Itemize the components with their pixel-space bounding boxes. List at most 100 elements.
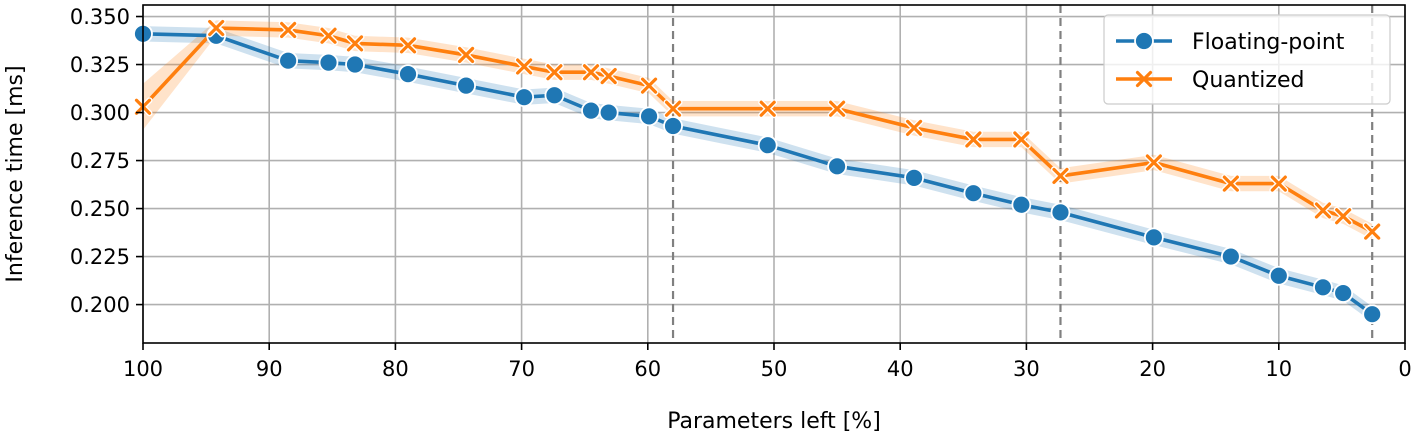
quantized-point: [639, 76, 659, 96]
x-marker: [320, 27, 337, 44]
quantized-point: [663, 99, 683, 119]
x-tick-label: 20: [1139, 357, 1166, 381]
y-tick-label: 0.325: [70, 53, 130, 77]
floating-point-point: [1313, 277, 1333, 298]
floating-point-point: [1143, 227, 1164, 248]
floating-point-point: [278, 50, 299, 71]
quantized-point: [1221, 174, 1241, 194]
floating-point-point: [1362, 304, 1383, 325]
quantized-point: [1362, 222, 1382, 242]
x-tick-label: 0: [1398, 357, 1411, 381]
x-axis-ticks: 100 90 80 70 60 50 40 30 20 10 0: [123, 343, 1412, 381]
floating-point-point: [639, 106, 659, 127]
x-marker: [905, 119, 923, 137]
x-marker: [457, 46, 475, 64]
floating-point-band: [143, 26, 1373, 322]
quantized-point: [1011, 129, 1031, 149]
floating-point-point: [663, 116, 683, 136]
x-tick-label: 70: [508, 357, 535, 381]
quantized-point: [904, 118, 924, 138]
x-marker: [1270, 175, 1287, 192]
legend-quantized-marker: [1135, 70, 1153, 88]
quantized-point: [514, 56, 534, 76]
x-tick-label: 30: [1013, 357, 1040, 381]
quantized-point: [544, 62, 564, 82]
quantized-point: [319, 26, 339, 46]
x-marker: [965, 131, 982, 148]
confidence-bands: [143, 20, 1373, 322]
x-marker: [759, 100, 776, 117]
x-marker: [346, 35, 364, 52]
quantized-point: [758, 99, 778, 119]
floating-point-point: [398, 64, 418, 85]
x-marker: [516, 58, 533, 75]
quantized-point: [1050, 166, 1070, 186]
x-marker: [829, 100, 846, 117]
legend: Floating-point Quantized: [1103, 14, 1391, 105]
quantized-point: [1144, 152, 1164, 172]
floating-point-point: [1050, 202, 1071, 223]
x-marker: [208, 19, 225, 37]
quantized-point: [1269, 174, 1289, 194]
x-tick-label: 100: [123, 357, 163, 381]
quantized-point: [963, 129, 983, 149]
floating-point-point: [1268, 265, 1289, 286]
quantized-point: [345, 33, 365, 53]
y-tick-label: 0.275: [70, 149, 130, 173]
x-marker: [664, 100, 682, 117]
quantized-point: [1333, 206, 1353, 226]
x-marker: [1013, 131, 1030, 148]
x-marker: [1145, 154, 1162, 171]
x-marker: [399, 37, 417, 54]
x-tick-label: 40: [887, 357, 914, 381]
x-tick-label: 90: [256, 357, 283, 381]
legend-quantized-label: Quantized: [1192, 68, 1304, 93]
legend-box: [1103, 14, 1391, 105]
floating-point-point: [827, 156, 847, 177]
y-tick-label: 0.225: [70, 245, 130, 269]
series-markers: [133, 18, 1383, 325]
quantized-point: [1313, 200, 1333, 220]
x-marker: [1314, 202, 1332, 219]
x-marker: [1364, 223, 1381, 240]
y-axis-ticks: 0.200 0.225 0.250 0.275 0.300 0.325 0.350: [70, 5, 143, 317]
x-marker: [1222, 175, 1239, 192]
floating-point-point: [1220, 246, 1241, 267]
x-axis-label: Parameters left [%]: [667, 409, 881, 434]
quantized-point: [599, 66, 619, 86]
x-tick-label: 10: [1265, 357, 1292, 381]
floating-point-point: [514, 87, 535, 108]
quantized-point: [827, 99, 847, 119]
x-marker: [1052, 167, 1069, 185]
y-axis-label: Inference time [ms]: [3, 65, 28, 282]
y-tick-label: 0.300: [70, 101, 130, 125]
x-tick-label: 50: [761, 357, 788, 381]
floating-point-point: [1333, 283, 1354, 303]
floating-point-point: [598, 102, 619, 123]
x-marker: [546, 64, 563, 81]
y-tick-label: 0.200: [70, 293, 130, 317]
quantized-point: [456, 45, 476, 65]
y-tick-label: 0.350: [70, 5, 130, 29]
quantized-point: [581, 62, 601, 82]
x-marker: [600, 67, 617, 85]
quantized-point: [278, 20, 298, 40]
legend-floating-point-marker: [1134, 31, 1154, 51]
floating-point-point: [963, 183, 984, 204]
floating-point-point: [345, 54, 365, 75]
floating-point-point: [757, 135, 778, 156]
floating-point-point: [904, 167, 924, 188]
x-marker: [582, 64, 600, 81]
floating-point-point: [1011, 194, 1032, 215]
quantized-point: [206, 18, 226, 38]
floating-point-point: [456, 75, 476, 96]
x-marker: [280, 21, 297, 39]
quantized-point: [398, 35, 418, 55]
x-tick-label: 60: [634, 357, 661, 381]
floating-point-point: [318, 52, 339, 73]
legend-floating-point-label: Floating-point: [1192, 30, 1345, 55]
y-tick-label: 0.250: [70, 197, 130, 221]
x-marker: [640, 77, 658, 94]
floating-point-point: [544, 85, 565, 106]
